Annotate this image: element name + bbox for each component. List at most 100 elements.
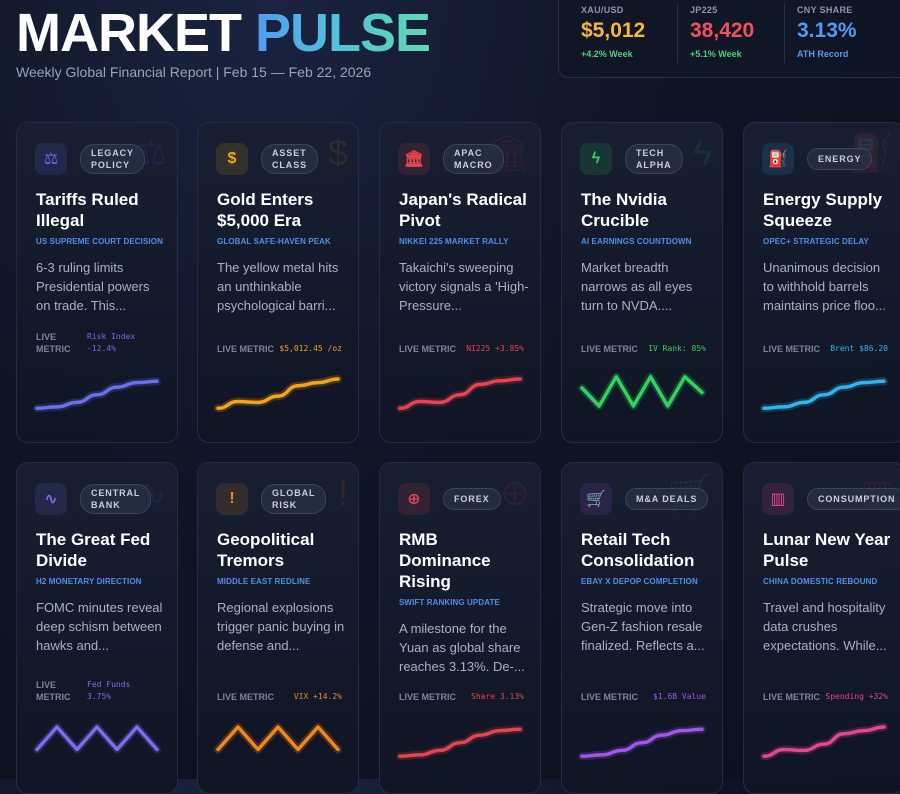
sparkline-chart bbox=[396, 725, 524, 761]
sparkline-chart bbox=[760, 723, 888, 761]
metric-label: LIVE METRIC bbox=[581, 344, 639, 354]
sparkline-line bbox=[35, 379, 159, 410]
metric-value: Share 3.13% bbox=[471, 692, 524, 701]
news-card[interactable]: ⚖ ⚖ LEGACY POLICY Tariffs Ruled Illegal … bbox=[16, 122, 178, 443]
sparkline-chart bbox=[33, 723, 161, 754]
ticker-change: +5.1% Week bbox=[690, 49, 742, 59]
card-subtitle: SWIFT RANKING UPDATE bbox=[399, 598, 500, 607]
category-tag[interactable]: CENTRAL BANK bbox=[80, 484, 152, 514]
alert-icon: ! bbox=[337, 472, 348, 513]
sparkline-line bbox=[35, 725, 159, 752]
ticker-jp225[interactable]: JP225 38,420 +5.1% Week bbox=[677, 3, 788, 63]
metric-value: VIX +14.2% bbox=[293, 692, 342, 701]
category-tag[interactable]: TECH ALPHA bbox=[625, 144, 683, 174]
sparkline-chart bbox=[214, 723, 342, 754]
card-title[interactable]: Tariffs Ruled Illegal bbox=[36, 190, 139, 230]
news-card[interactable]: ∿ ∿ CENTRAL BANK The Great Fed Divide H2… bbox=[16, 462, 178, 794]
title-word-market: MARKET bbox=[16, 3, 242, 63]
category-tag[interactable]: M&A DEALS bbox=[625, 488, 709, 510]
sparkline-chart bbox=[396, 375, 524, 413]
ticker-label: CNY SHARE bbox=[797, 5, 853, 15]
bolt-icon: ϟ bbox=[692, 132, 712, 173]
ticker-value: $5,012 bbox=[581, 19, 646, 42]
card-description: Unanimous decision to withhold barrels m… bbox=[763, 260, 886, 313]
card-description: A milestone for the Yuan as global share… bbox=[399, 621, 525, 674]
category-tag[interactable]: CONSUMPTION bbox=[807, 488, 900, 510]
globe-icon: ⊕ bbox=[499, 472, 530, 513]
ticker-change: +4.2% Week bbox=[581, 49, 633, 59]
sparkline-line bbox=[216, 377, 340, 410]
metric-label: LIVE METRIC bbox=[763, 692, 821, 702]
card-description: Regional explosions trigger panic buying… bbox=[217, 600, 345, 653]
metric-value: IV Rank: 85% bbox=[648, 344, 706, 353]
sparkline-chart bbox=[578, 725, 706, 761]
news-card[interactable]: $ $ ASSET CLASS Gold Enters $5,000 Era G… bbox=[197, 122, 359, 443]
sparkline-chart bbox=[760, 377, 888, 413]
report-title: MARKET PULSE bbox=[16, 2, 431, 64]
report-subtitle: Weekly Global Financial Report | Feb 15 … bbox=[16, 64, 372, 80]
card-title[interactable]: Geopolitical Tremors bbox=[217, 530, 315, 570]
metric-label: LIVE METRIC bbox=[581, 692, 639, 702]
card-title[interactable]: The Nvidia Crucible bbox=[581, 190, 667, 230]
card-title[interactable]: The Great Fed Divide bbox=[36, 530, 151, 570]
category-tag[interactable]: ENERGY bbox=[807, 148, 873, 170]
category-tag[interactable]: LEGACY POLICY bbox=[80, 144, 145, 174]
card-title[interactable]: Energy Supply Squeeze bbox=[763, 190, 883, 230]
bolt-icon: ϟ bbox=[580, 143, 612, 175]
card-subtitle: NIKKEI 225 MARKET RALLY bbox=[399, 237, 509, 246]
card-subtitle: AI EARNINGS COUNTDOWN bbox=[581, 237, 692, 246]
card-subtitle: H2 MONETARY DIRECTION bbox=[36, 577, 142, 586]
metric-label: LIVE METRIC bbox=[763, 344, 821, 354]
title-word-pulse: PULSE bbox=[255, 3, 431, 63]
ticker-xau[interactable]: XAU/USD $5,012 +4.2% Week bbox=[569, 3, 679, 63]
bank-icon: 🏛 bbox=[398, 143, 430, 175]
card-subtitle: US SUPREME COURT DECISION bbox=[36, 237, 163, 246]
globe-icon: ⊕ bbox=[398, 483, 430, 515]
pulse-icon: ∿ bbox=[35, 483, 67, 515]
metric-label: LIVE METRIC bbox=[399, 692, 457, 702]
bar-chart-icon: ▥ bbox=[762, 483, 794, 515]
sparkline-chart bbox=[578, 372, 706, 410]
category-tag[interactable]: FOREX bbox=[443, 488, 501, 510]
metric-value: Fed Funds 3.75% bbox=[87, 680, 131, 701]
metric-value: Risk Index -12.4% bbox=[87, 332, 136, 353]
dollar-icon: $ bbox=[327, 132, 348, 173]
sparkline-line bbox=[762, 379, 886, 410]
category-tag[interactable]: APAC MACRO bbox=[443, 144, 504, 174]
metric-label: LIVE METRIC bbox=[399, 344, 457, 354]
ticker-label: JP225 bbox=[690, 5, 718, 15]
news-card[interactable]: ϟ ϟ TECH ALPHA The Nvidia Crucible AI EA… bbox=[561, 122, 723, 443]
sparkline-line bbox=[398, 727, 522, 758]
card-subtitle: EBAY X DEPOP COMPLETION bbox=[581, 577, 698, 586]
card-title[interactable]: Lunar New Year Pulse bbox=[763, 530, 891, 570]
card-title[interactable]: Retail Tech Consolidation bbox=[581, 530, 695, 570]
card-description: Market breadth narrows as all eyes turn … bbox=[581, 260, 693, 313]
card-description: 6-3 ruling limits Presidential powers on… bbox=[36, 260, 150, 313]
ticker-panel: XAU/USD $5,012 +4.2% Week JP225 38,420 +… bbox=[558, 0, 900, 78]
sparkline-line bbox=[762, 725, 886, 758]
metric-label: LIVE METRIC bbox=[217, 344, 275, 354]
metric-value: Brent $86.20 bbox=[830, 344, 888, 353]
sparkline-line bbox=[216, 725, 340, 752]
news-card[interactable]: ! ! GLOBAL RISK Geopolitical Tremors MID… bbox=[197, 462, 359, 794]
metric-value: $1.6B Value bbox=[653, 692, 706, 701]
ticker-cny-share[interactable]: CNY SHARE 3.13% ATH Record bbox=[784, 3, 895, 63]
sparkline-line bbox=[398, 377, 522, 410]
news-card[interactable]: 🛒 🛒 M&A DEALS Retail Tech Consolidation … bbox=[561, 462, 723, 794]
cart-icon: 🛒 bbox=[580, 483, 612, 515]
category-tag[interactable]: GLOBAL RISK bbox=[261, 484, 327, 514]
news-card[interactable]: ⊕ ⊕ FOREX RMB Dominance Rising SWIFT RAN… bbox=[379, 462, 541, 794]
card-title[interactable]: Gold Enters $5,000 Era bbox=[217, 190, 314, 230]
card-description: The yellow metal hits an unthinkable psy… bbox=[217, 260, 339, 313]
card-title[interactable]: Japan's Radical Pivot bbox=[399, 190, 527, 230]
category-tag[interactable]: ASSET CLASS bbox=[261, 144, 319, 174]
card-title[interactable]: RMB Dominance Rising bbox=[399, 530, 491, 591]
news-card[interactable]: ⛽ ⛽ ENERGY Energy Supply Squeeze OPEC+ S… bbox=[743, 122, 900, 443]
news-card[interactable]: 🏛 🏛 APAC MACRO Japan's Radical Pivot NIK… bbox=[379, 122, 541, 443]
news-card[interactable]: ▥ ▥ CONSUMPTION Lunar New Year Pulse CHI… bbox=[743, 462, 900, 794]
metric-value: $5,012.45 /oz bbox=[279, 344, 342, 353]
fuel-pump-icon: ⛽ bbox=[762, 143, 794, 175]
sparkline-line bbox=[580, 375, 704, 408]
ticker-value: 38,420 bbox=[690, 19, 755, 42]
scale-icon: ⚖ bbox=[35, 143, 67, 175]
